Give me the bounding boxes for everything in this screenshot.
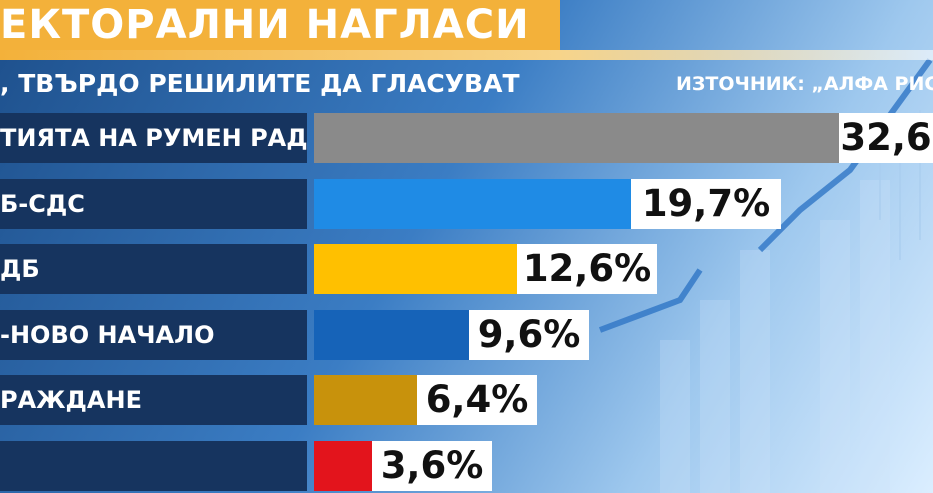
party-label-box: РАЖДАНЕ xyxy=(0,375,307,425)
value-label-box: 6,4% xyxy=(417,375,537,425)
value-label: 12,6% xyxy=(522,247,652,290)
party-label: -НОВО НАЧАЛО xyxy=(0,321,215,349)
value-label: 9,6% xyxy=(477,313,581,356)
bar xyxy=(314,375,417,425)
party-label-box xyxy=(0,441,307,491)
value-label-box: 12,6% xyxy=(517,244,657,294)
bar xyxy=(314,179,631,229)
party-label-box: ТИЯТА НА РУМЕН РАДЕВ xyxy=(0,113,307,163)
title-band xyxy=(0,0,560,50)
value-label-box: 19,7% xyxy=(631,179,781,229)
value-label-box: 3,6% xyxy=(372,441,492,491)
chart-row: 3,6% xyxy=(0,441,933,491)
value-label: 19,7% xyxy=(641,182,771,225)
value-label-box: 32,6 xyxy=(839,113,933,163)
chart-row: РАЖДАНЕ 6,4% xyxy=(0,375,933,425)
chart-row: ДБ 12,6% xyxy=(0,244,933,294)
value-label-box: 9,6% xyxy=(469,310,589,360)
party-label: ТИЯТА НА РУМЕН РАДЕВ xyxy=(0,124,307,152)
value-label: 3,6% xyxy=(380,444,484,487)
party-label-box: ДБ xyxy=(0,244,307,294)
party-label-box: Б-СДС xyxy=(0,179,307,229)
value-label: 32,6 xyxy=(840,116,932,159)
source-label: ИЗТОЧНИК: „АЛФА РИСТ xyxy=(676,73,933,95)
bar xyxy=(314,310,469,360)
party-label-box: -НОВО НАЧАЛО xyxy=(0,310,307,360)
chart-subtitle: , ТВЪРДО РЕШИЛИТЕ ДА ГЛАСУВАТ xyxy=(0,69,520,98)
chart-row: Б-СДС 19,7% xyxy=(0,179,933,229)
party-label: Б-СДС xyxy=(0,190,85,218)
chart-row: -НОВО НАЧАЛО 9,6% xyxy=(0,310,933,360)
chart-title: ЕКТОРАЛНИ НАГЛАСИ xyxy=(0,2,530,48)
party-label: ДБ xyxy=(0,255,40,283)
bar xyxy=(314,244,517,294)
title-underline-band xyxy=(0,50,933,60)
bar xyxy=(314,113,839,163)
chart-row: ТИЯТА НА РУМЕН РАДЕВ 32,6 xyxy=(0,113,933,163)
party-label: РАЖДАНЕ xyxy=(0,386,142,414)
value-label: 6,4% xyxy=(425,378,529,421)
bar xyxy=(314,441,372,491)
